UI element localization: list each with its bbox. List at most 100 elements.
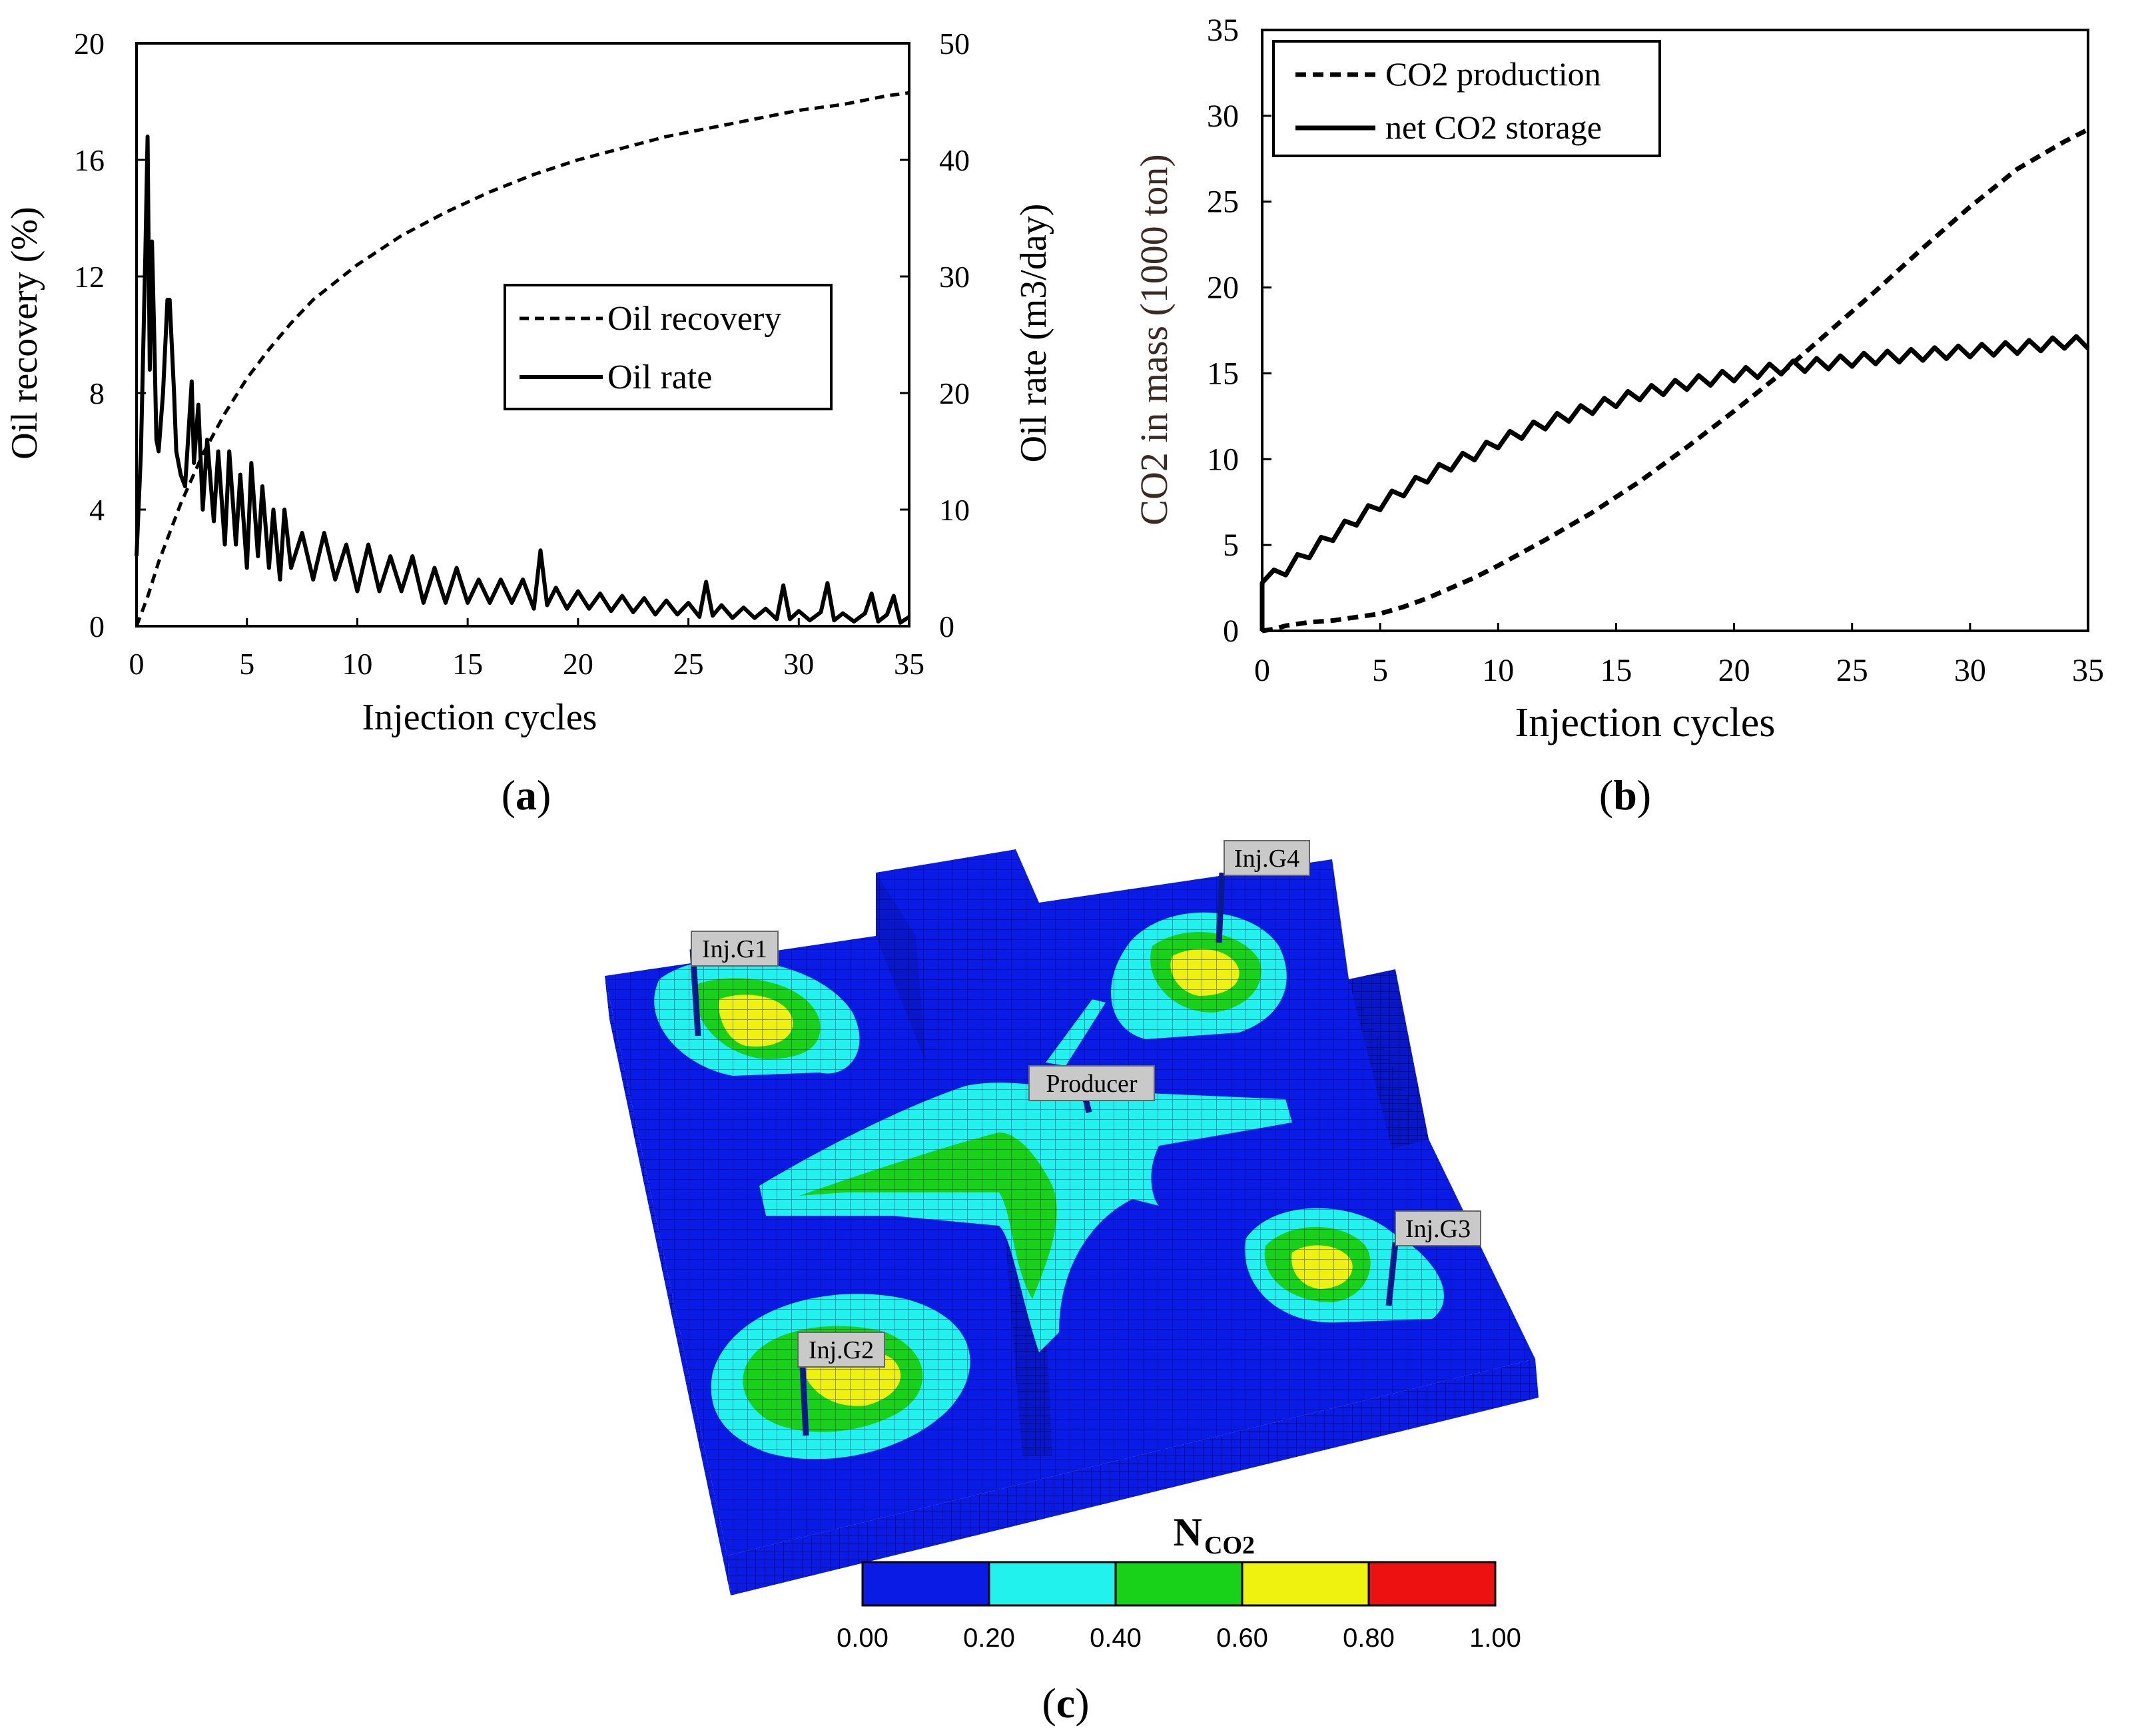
- b-x-tick-label: 15: [1600, 653, 1632, 688]
- a-right-tick-label: 10: [939, 493, 970, 527]
- b-x-tick-label: 10: [1482, 653, 1514, 688]
- a-left-tick-label: 4: [89, 493, 105, 527]
- b-net-co2-storage-line: [1259, 334, 2090, 631]
- colorbar-segment: [861, 1561, 990, 1607]
- a-right-tick-label: 30: [939, 260, 970, 294]
- colorbar: [861, 1561, 1497, 1607]
- colorbar-tick-label: 0.20: [963, 1623, 1015, 1653]
- a-x-tick-label: 5: [239, 647, 254, 681]
- a-panel-label: (a): [502, 771, 551, 819]
- b-y-tick-label: 0: [1223, 614, 1239, 649]
- colorbar-tick-label: 1.00: [1469, 1623, 1521, 1653]
- b-legend-production: CO2 production: [1385, 55, 1601, 93]
- colorbar-title: N: [1174, 1510, 1202, 1554]
- label-g3: Inj.G3: [1395, 1210, 1481, 1246]
- a-legend: [504, 284, 833, 410]
- b-panel-label: (b): [1599, 771, 1651, 819]
- b-series: [1259, 127, 2090, 634]
- back-wall-mesh: [876, 849, 1039, 1063]
- a-oil-rate-line: [135, 135, 910, 625]
- a-x-tick-label: 15: [452, 647, 483, 681]
- colorbar-segment: [1241, 1561, 1370, 1607]
- c-panel-label: (c): [1042, 1679, 1089, 1727]
- label-g1: Inj.G1: [691, 931, 779, 967]
- a-right-ticks: 0 10 20 30 40 50: [900, 27, 970, 644]
- b-y-tick-label: 35: [1207, 13, 1239, 48]
- b-legend-storage: net CO2 storage: [1385, 109, 1602, 146]
- colorbar-segment: [988, 1561, 1117, 1607]
- a-left-tick-label: 8: [89, 376, 105, 410]
- a-left-tick-label: 12: [74, 260, 105, 294]
- colorbar-segment: [1114, 1561, 1244, 1607]
- a-left-tick-label: 16: [74, 143, 105, 177]
- a-right-tick-label: 0: [939, 610, 954, 644]
- colorbar-tick-label: 0.40: [1090, 1623, 1142, 1653]
- colorbar-tick-label: 0.60: [1216, 1623, 1268, 1653]
- reservoir-model: Inj.G1 Inj.G4 Producer Inj.G3 Inj.G2 N C…: [605, 840, 1539, 1727]
- b-x-tick-label: 20: [1718, 653, 1750, 688]
- colorbar-tick-label: 0.00: [837, 1623, 889, 1653]
- colorbar-title-subscript: CO2: [1204, 1531, 1255, 1559]
- a-ylabel-right: Oil rate (m3/day): [1013, 204, 1054, 463]
- label-g3-text: Inj.G3: [1405, 1215, 1471, 1243]
- b-panel-letter: b: [1613, 771, 1637, 819]
- slab-top-mesh: [605, 859, 1535, 1555]
- a-ylabel-left: Oil recovery (%): [4, 207, 45, 459]
- slab-front-face-mesh: [727, 1359, 1539, 1595]
- b-legend: [1272, 40, 1661, 157]
- a-xlabel: Injection cycles: [362, 697, 597, 738]
- well-producer: [1082, 1098, 1092, 1114]
- b-x-tick-label: 5: [1372, 653, 1388, 688]
- a-series: [135, 91, 910, 627]
- b-y-ticks: 0 5 10 15 20 25 30 35: [1207, 13, 1271, 649]
- a-x-tick-label: 35: [894, 647, 924, 681]
- b-xlabel: Injection cycles: [1515, 700, 1776, 745]
- b-x-tick-label: 25: [1836, 653, 1868, 688]
- b-x-ticks: 0 5 10 15 20 25 30 35: [1254, 623, 2104, 688]
- a-legend-recovery: Oil recovery: [607, 300, 781, 338]
- a-left-tick-label: 20: [74, 27, 105, 61]
- label-g4-text: Inj.G4: [1234, 845, 1299, 873]
- chart-b: 0 5 10 15 20 25 30 35 0 5 10 15 20 25 30 35 CO2 in mas…: [1132, 13, 2104, 819]
- b-x-tick-label: 35: [2072, 653, 2104, 688]
- b-y-tick-label: 5: [1223, 528, 1239, 563]
- label-g1-text: Inj.G1: [702, 935, 767, 963]
- label-producer-text: Producer: [1046, 1070, 1138, 1098]
- a-oil-recovery-line: [135, 91, 910, 627]
- slab-left-face-mesh: [605, 976, 731, 1595]
- b-ylabel: CO2 in mass (1000 ton): [1132, 154, 1176, 525]
- a-left-ticks: 0 4 8 12 16 20: [74, 27, 146, 644]
- b-y-tick-label: 10: [1207, 442, 1239, 477]
- a-x-tick-label: 0: [129, 647, 145, 681]
- well-g3: [1385, 1242, 1399, 1306]
- label-producer: Producer: [1028, 1065, 1155, 1101]
- b-x-tick-label: 0: [1254, 653, 1270, 688]
- a-legend-rate: Oil rate: [607, 358, 712, 396]
- well-g2: [799, 1365, 809, 1436]
- colorbar-ticks: 0.00 0.20 0.40 0.60 0.80 1.00: [837, 1623, 1521, 1653]
- chart-a: 0 4 8 12 16 20 0 10 20 30 40 50 0 5 10 15 20 25 30 35 Oil…: [4, 27, 1054, 819]
- b-y-tick-label: 20: [1207, 270, 1239, 306]
- label-g4: Inj.G4: [1224, 840, 1310, 876]
- a-x-tick-label: 10: [342, 647, 372, 681]
- colorbar-tick-label: 0.80: [1343, 1623, 1395, 1653]
- b-y-tick-label: 30: [1207, 99, 1239, 134]
- a-right-tick-label: 20: [939, 376, 970, 410]
- a-right-tick-label: 40: [939, 143, 970, 177]
- plot-frame-b: [1261, 29, 2089, 632]
- a-x-tick-label: 25: [673, 647, 704, 681]
- c-panel-letter: c: [1056, 1679, 1075, 1727]
- a-right-tick-label: 50: [939, 27, 970, 61]
- b-co2-production-line: [1261, 127, 2089, 634]
- label-g2: Inj.G2: [797, 1332, 885, 1368]
- well-g4: [1216, 872, 1226, 943]
- a-panel-letter: a: [516, 771, 537, 819]
- label-g2-text: Inj.G2: [809, 1336, 874, 1364]
- b-y-tick-label: 15: [1207, 356, 1239, 391]
- colorbar-segment: [1367, 1561, 1497, 1607]
- b-x-tick-label: 30: [1954, 653, 1986, 688]
- a-x-tick-label: 30: [783, 647, 814, 681]
- b-y-tick-label: 25: [1207, 185, 1239, 220]
- a-x-ticks: 0 5 10 15 20 25 30 35: [129, 618, 924, 681]
